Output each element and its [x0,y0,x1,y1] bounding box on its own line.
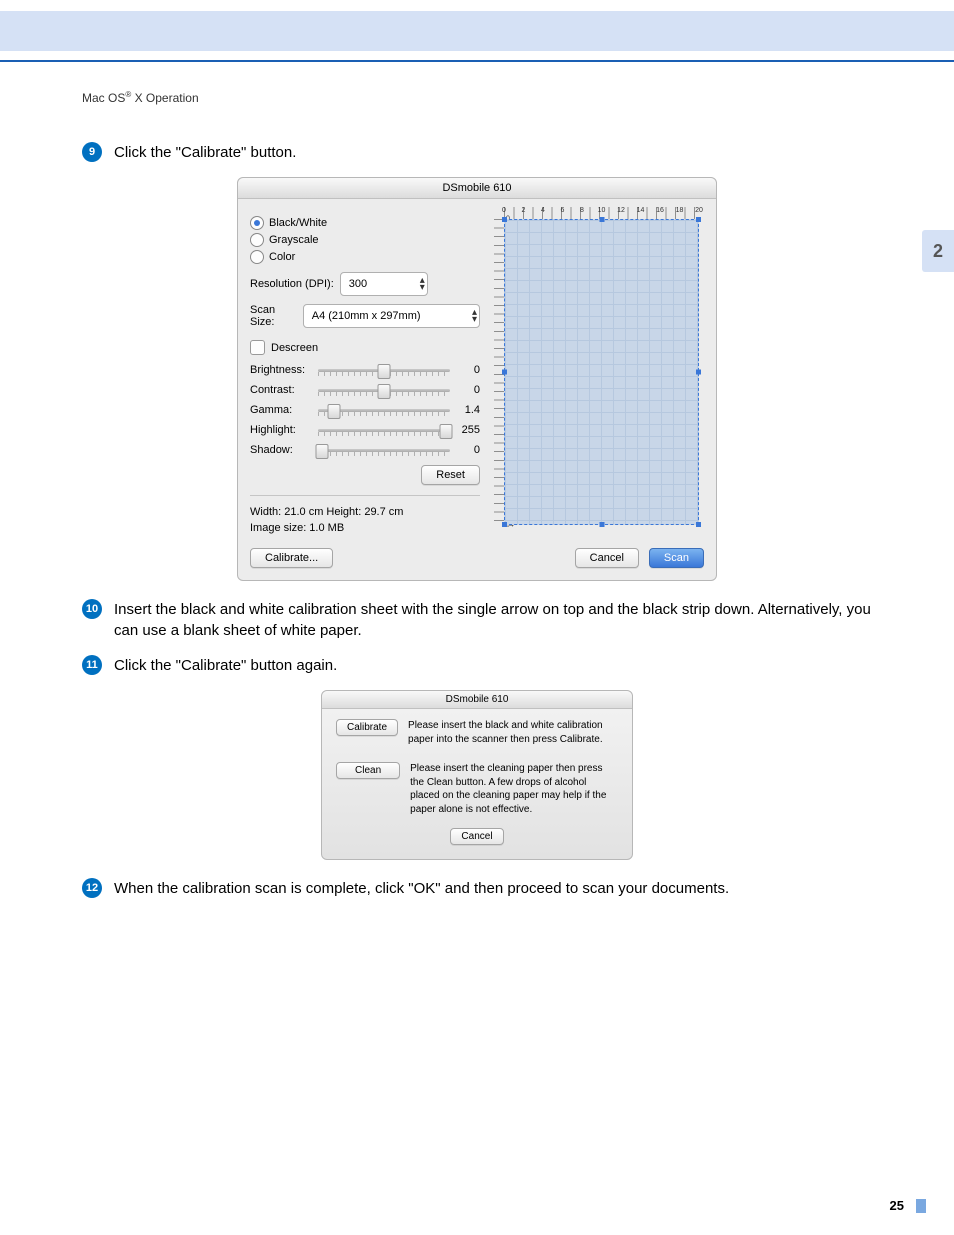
brightness-slider[interactable] [318,363,450,377]
radio-label: Black/White [269,217,327,229]
descreen-checkbox[interactable] [250,340,265,355]
calibrate-button[interactable]: Calibrate... [250,548,333,568]
step-bullet: 10 [82,599,102,619]
radio-black-white[interactable]: Black/White [250,216,480,230]
highlight-slider[interactable] [318,423,450,437]
cancel-button[interactable]: Cancel [450,828,503,845]
shadow-slider[interactable] [318,443,450,457]
running-header: Mac OS® X Operation [82,90,199,105]
scansize-label: Scan Size: [250,304,297,328]
highlight-slider-row: Highlight: 255 [250,423,480,437]
ruler-h-label: 4 [541,207,545,214]
step-11: 11 Click the "Calibrate" button again. [82,655,872,676]
highlight-value: 255 [456,424,480,436]
scan-window: DSmobile 610 Black/White Grayscale Color [237,177,717,581]
gamma-value: 1.4 [456,404,480,416]
calibrate-description: Please insert the black and white calibr… [408,719,618,746]
scansize-value: A4 (210mm x 297mm) [312,310,421,322]
radio-icon [250,233,264,247]
radio-label: Grayscale [269,234,319,246]
step-bullet: 11 [82,655,102,675]
ruler-h-label: 16 [656,207,664,214]
ruler-h-label: 6 [561,207,565,214]
chapter-tab: 2 [922,230,954,272]
clean-button[interactable]: Clean [336,762,400,779]
gamma-label: Gamma: [250,404,312,416]
ruler-h-label: 20 [695,207,703,214]
preview-canvas[interactable] [504,219,699,525]
resolution-value: 300 [349,278,367,290]
gamma-slider-row: Gamma: 1.4 [250,403,480,417]
page-number: 25 [890,1198,904,1213]
gamma-slider[interactable] [318,403,450,417]
step-text: Click the "Calibrate" button again. [114,655,337,676]
header-rule [0,60,954,62]
step-text: Click the "Calibrate" button. [114,142,296,163]
ruler-h-label: 2 [522,207,526,214]
step-10: 10 Insert the black and white calibratio… [82,599,872,641]
select-arrows-icon: ▴▾ [420,277,425,291]
highlight-label: Highlight: [250,424,312,436]
shadow-slider-row: Shadow: 0 [250,443,480,457]
resolution-select[interactable]: 300 ▴▾ [340,272,428,296]
header-post: X Operation [131,91,198,105]
dimensions-info: Width: 21.0 cm Height: 29.7 cm [250,506,480,518]
preview-area: 02468101214161820 0246810121416182022242… [494,207,699,525]
shadow-value: 0 [456,444,480,456]
top-bar [0,11,954,51]
resolution-label: Resolution (DPI): [250,278,334,290]
brightness-label: Brightness: [250,364,312,376]
ruler-h-label: 10 [598,207,606,214]
brightness-slider-row: Brightness: 0 [250,363,480,377]
step-12: 12 When the calibration scan is complete… [82,878,872,899]
calibrate-dialog: DSmobile 610 Calibrate Please insert the… [321,690,633,860]
contrast-slider-row: Contrast: 0 [250,383,480,397]
step-bullet: 12 [82,878,102,898]
radio-icon [250,216,264,230]
window-title: DSmobile 610 [322,691,632,709]
ruler-h-label: 8 [580,207,584,214]
contrast-label: Contrast: [250,384,312,396]
shadow-label: Shadow: [250,444,312,456]
header-pre: Mac OS [82,91,125,105]
figure-2: DSmobile 610 Calibrate Please insert the… [82,690,872,860]
radio-grayscale[interactable]: Grayscale [250,233,480,247]
step-text: When the calibration scan is complete, c… [114,878,729,899]
cancel-button[interactable]: Cancel [575,548,639,568]
clean-description: Please insert the cleaning paper then pr… [410,762,618,816]
brightness-value: 0 [456,364,480,376]
ruler-h-label: 14 [637,207,645,214]
figure-1: DSmobile 610 Black/White Grayscale Color [82,177,872,581]
radio-color[interactable]: Color [250,250,480,264]
page-accent [916,1199,926,1213]
separator [250,495,480,496]
step-9: 9 Click the "Calibrate" button. [82,142,872,163]
reset-button[interactable]: Reset [421,465,480,485]
ruler-h-label: 0 [502,207,506,214]
contrast-value: 0 [456,384,480,396]
image-size-info: Image size: 1.0 MB [250,522,480,534]
radio-icon [250,250,264,264]
page-content: 9 Click the "Calibrate" button. DSmobile… [82,142,872,913]
contrast-slider[interactable] [318,383,450,397]
window-title: DSmobile 610 [238,178,716,199]
select-arrows-icon: ▴▾ [472,309,477,323]
step-text: Insert the black and white calibration s… [114,599,872,641]
scansize-select[interactable]: A4 (210mm x 297mm) ▴▾ [303,304,480,328]
descreen-label: Descreen [271,342,318,354]
ruler-h-label: 12 [617,207,625,214]
radio-label: Color [269,251,295,263]
calibrate-button[interactable]: Calibrate [336,719,398,736]
step-bullet: 9 [82,142,102,162]
ruler-h-label: 18 [676,207,684,214]
scan-button[interactable]: Scan [649,548,704,568]
